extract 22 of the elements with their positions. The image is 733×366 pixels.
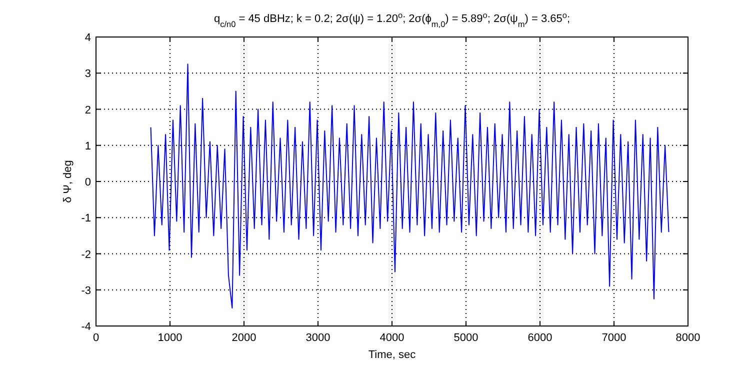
x-tick-label: 8000: [676, 332, 700, 344]
y-tick-label: -4: [81, 321, 91, 333]
y-tick-label: 3: [84, 68, 91, 80]
y-tick-label: 0: [84, 176, 91, 188]
x-tick-label: 4000: [380, 332, 404, 344]
y-tick-label: -1: [81, 212, 91, 225]
y-tick-label: -2: [81, 248, 91, 261]
x-tick-label: 3000: [306, 332, 330, 344]
y-tick-label: 1: [84, 140, 91, 152]
y-tick-label: -3: [81, 284, 91, 297]
x-tick-label: 7000: [602, 332, 626, 344]
y-tick-label: 4: [84, 32, 91, 44]
y-axis-title: δ Ψ, deg: [62, 160, 74, 203]
line-series: [150, 64, 670, 308]
x-tick-label: 1000: [158, 332, 182, 344]
x-tick-label: 6000: [528, 332, 552, 344]
x-tick-label: 0: [92, 332, 100, 344]
y-tick-label: 2: [84, 104, 91, 116]
x-axis-title: Time, sec: [368, 349, 416, 361]
chart-title: q$_{c/n0}$ = 45 dBHz; k = 0.2; 2σ(ψ) = 1.20$^{o}$; 2σ(ϕ$_{m,0}$) = 5.89$^{o}$; 2σ(ψ$_{m}$) = 3.65$^{o}$;: [214, 10, 570, 28]
x-tick-label: 5000: [454, 332, 478, 344]
x-tick-label: 2000: [232, 332, 256, 344]
